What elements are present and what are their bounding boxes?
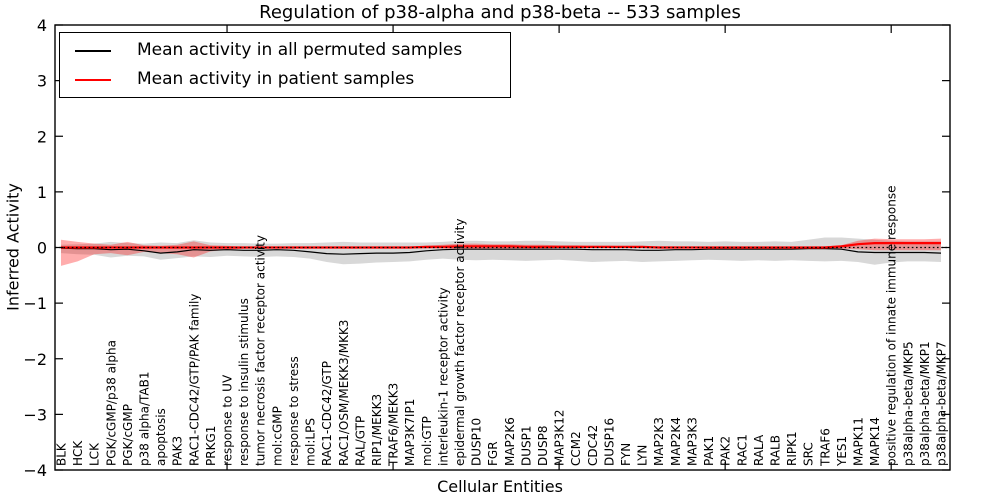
x-category-label: SRC bbox=[802, 442, 816, 466]
x-category-label: FGR bbox=[486, 441, 500, 466]
x-category-label: MAP2K6 bbox=[503, 417, 517, 466]
x-category-label: CDC42 bbox=[586, 425, 600, 466]
x-category-label: mol:LPS bbox=[304, 418, 318, 466]
x-category-label: positive regulation of innate immune res… bbox=[885, 186, 899, 466]
permuted-mean-line bbox=[60, 247, 942, 255]
x-category-label: PGK/cGMP/p38 alpha bbox=[104, 340, 118, 466]
x-category-label: apoptosis bbox=[154, 408, 168, 466]
chart-title: Regulation of p38-alpha and p38-beta -- … bbox=[259, 2, 741, 23]
y-tick-label: 4 bbox=[37, 16, 47, 35]
legend-label-patient: Mean activity in patient samples bbox=[137, 69, 415, 89]
x-category-label: LCK bbox=[88, 442, 102, 466]
y-tick-label: −1 bbox=[23, 294, 47, 313]
y-tick-label: −4 bbox=[23, 461, 47, 480]
x-category-label: RALB bbox=[769, 435, 783, 466]
plot-spines bbox=[54, 24, 951, 471]
x-axis-label: Cellular Entities bbox=[437, 477, 563, 496]
x-category-label: response to UV bbox=[221, 374, 235, 466]
x-category-label: MAP2K4 bbox=[669, 417, 683, 466]
x-category-label: response to insulin stimulus bbox=[237, 298, 251, 466]
x-category-label: p38alpha-beta/MKP5 bbox=[901, 341, 915, 466]
x-axis-ticks bbox=[226, 25, 892, 470]
x-category-label: p38 alpha/TAB1 bbox=[138, 372, 152, 466]
x-category-label: DUSP8 bbox=[536, 425, 550, 466]
x-category-label: RIP1/MEKK3 bbox=[370, 394, 384, 466]
x-category-label: RALA bbox=[752, 434, 766, 466]
x-category-label: RIPK1 bbox=[785, 431, 799, 466]
x-category-label: TRAF6/MEKK3 bbox=[387, 383, 401, 467]
patient-line-swatch bbox=[75, 78, 111, 81]
x-category-label: MAPK11 bbox=[852, 417, 866, 466]
x-category-label: PGK/cGMP bbox=[121, 404, 135, 466]
x-category-label: RAC1-CDC42/GTP bbox=[320, 361, 334, 466]
x-category-label: MAP3K12 bbox=[553, 409, 567, 466]
x-category-label: RAL/GTP bbox=[353, 416, 367, 466]
x-category-label: RAC1/OSM/MEKK3/MKK3 bbox=[337, 320, 351, 466]
confidence-bands bbox=[61, 237, 941, 266]
x-category-label: DUSP16 bbox=[602, 418, 616, 466]
y-tick-label: −2 bbox=[23, 350, 47, 369]
x-category-label: PAK1 bbox=[702, 436, 716, 466]
x-category-label: YES1 bbox=[835, 436, 849, 467]
x-category-label: CCM2 bbox=[569, 431, 583, 466]
legend-label-permuted: Mean activity in all permuted samples bbox=[137, 40, 463, 60]
x-category-label: p38alpha-beta/MKP1 bbox=[918, 341, 932, 466]
x-category-label: MAP3K3 bbox=[685, 417, 699, 466]
x-category-label: PRKG1 bbox=[204, 426, 218, 466]
x-category-label: MAPK14 bbox=[868, 417, 882, 466]
y-tick-label: −3 bbox=[23, 405, 47, 424]
x-category-label: interleukin-1 receptor activity bbox=[436, 287, 450, 466]
x-category-label: LYN bbox=[636, 445, 650, 466]
y-tick-label: 2 bbox=[37, 127, 47, 146]
x-category-label: TRAF6 bbox=[818, 428, 832, 467]
permuted-line-swatch bbox=[75, 49, 111, 52]
x-category-label: MAP2K3 bbox=[652, 417, 666, 466]
x-category-label: tumor necrosis factor receptor activity bbox=[254, 235, 268, 466]
x-category-label: mol:cGMP bbox=[270, 406, 284, 466]
x-category-label: BLK bbox=[55, 442, 69, 466]
x-category-labels: BLK HCK LCK PGK/cGMP/p38 alpha PGK/cGMP p38 a… bbox=[55, 186, 949, 467]
y-axis-ticks: −4 −3 −2 −1 0 1 2 3 4 bbox=[23, 16, 950, 480]
x-category-label: HCK bbox=[71, 440, 85, 466]
y-tick-label: 0 bbox=[37, 239, 47, 258]
x-category-label: FYN bbox=[619, 443, 633, 466]
x-category-label: RAC1 bbox=[735, 434, 749, 466]
y-axis-label: Inferred Activity bbox=[3, 183, 23, 311]
y-tick-label: 3 bbox=[37, 72, 47, 91]
legend-item-patient: Mean activity in patient samples bbox=[60, 65, 510, 94]
x-category-label: response to stress bbox=[287, 356, 301, 466]
x-category-label: epidermal growth factor receptor activit… bbox=[453, 219, 467, 466]
x-category-label: DUSP10 bbox=[470, 418, 484, 466]
x-category-label: PAK3 bbox=[171, 436, 185, 466]
legend-item-permuted: Mean activity in all permuted samples bbox=[60, 36, 510, 65]
x-category-label: MAP3K7IP1 bbox=[403, 399, 417, 466]
x-category-label: DUSP1 bbox=[519, 425, 533, 466]
legend: Mean activity in all permuted samples Me… bbox=[59, 32, 511, 98]
permuted-band bbox=[61, 237, 941, 265]
y-tick-label: 1 bbox=[37, 183, 47, 202]
x-category-label: mol:GTP bbox=[420, 416, 434, 466]
spines bbox=[54, 24, 951, 471]
x-category-label: p38alpha-beta/MKP7 bbox=[935, 341, 949, 466]
x-category-label: PAK2 bbox=[719, 436, 733, 466]
x-category-label: RAC1-CDC42/GTP/PAK family bbox=[187, 294, 201, 466]
